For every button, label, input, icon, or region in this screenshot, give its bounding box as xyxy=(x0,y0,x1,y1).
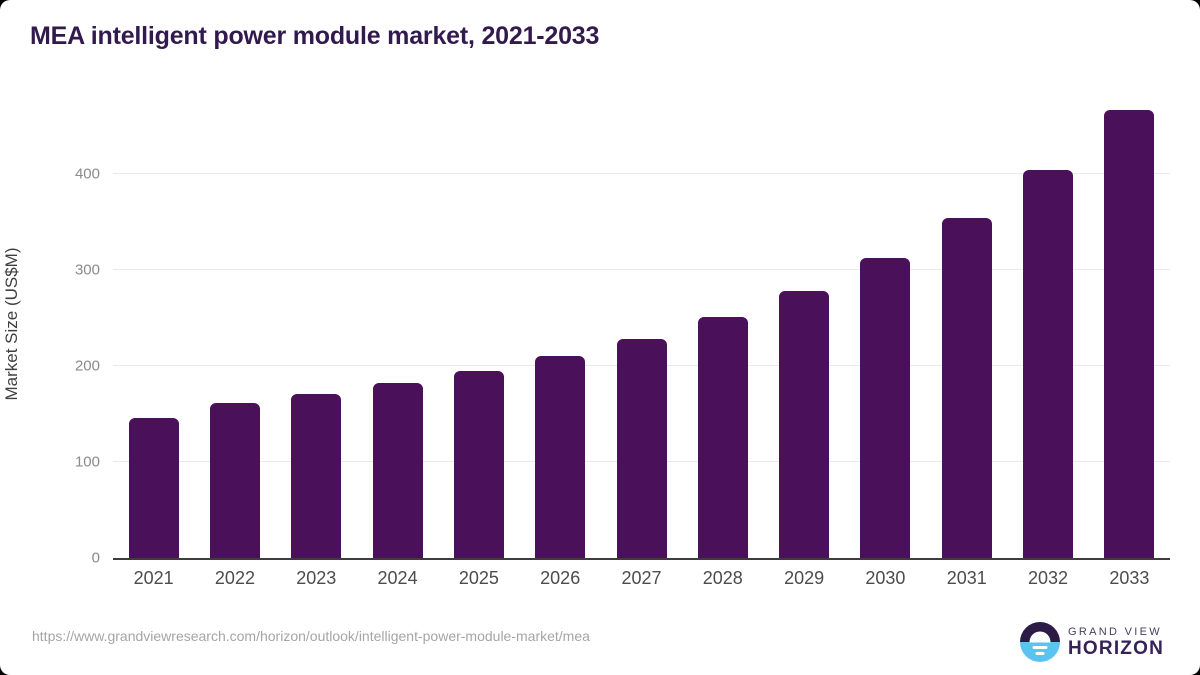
plot-area xyxy=(113,95,1170,560)
y-axis-tick-labels: 0 100 200 300 400 xyxy=(0,95,100,566)
x-tick-label-2022: 2022 xyxy=(214,568,255,588)
y-tick-label-200: 200 xyxy=(74,357,100,375)
x-tick-label-2028: 2028 xyxy=(702,568,743,588)
x-tick-label-2024: 2024 xyxy=(377,568,418,588)
bar-2028 xyxy=(697,316,748,558)
y-tick-label-400: 400 xyxy=(74,165,100,183)
bar-2023 xyxy=(291,393,342,558)
logo-reflection-line xyxy=(1032,646,1048,649)
y-tick-label-100: 100 xyxy=(74,453,100,471)
x-tick-label-2021: 2021 xyxy=(133,568,174,588)
bar-2021 xyxy=(128,417,179,558)
bar-2024 xyxy=(372,383,423,558)
bar-2026 xyxy=(535,356,586,558)
x-tick-label-2027: 2027 xyxy=(621,568,662,588)
x-tick-label-2031: 2031 xyxy=(946,568,987,588)
logo-reflection-line xyxy=(1035,652,1045,655)
chart-title: MEA intelligent power module market, 202… xyxy=(30,22,600,50)
gridline-400 xyxy=(113,172,1170,174)
x-tick-label-2023: 2023 xyxy=(296,568,337,588)
x-tick-label-2026: 2026 xyxy=(540,568,581,588)
source-url[interactable]: https://www.grandviewresearch.com/horizo… xyxy=(32,628,590,644)
x-tick-label-2025: 2025 xyxy=(458,568,499,588)
bar-2032 xyxy=(1023,169,1074,558)
logo-wordmark: GRAND VIEW HORIZON xyxy=(1068,626,1164,659)
logo-brand-name: GRAND VIEW xyxy=(1068,625,1162,638)
logo-sun xyxy=(1029,631,1051,642)
bar-2033 xyxy=(1104,110,1155,558)
grand-view-horizon-logo: GRAND VIEW HORIZON xyxy=(1020,621,1164,663)
x-axis-tick-labels: 2021 2022 2023 2024 2025 2026 2027 2028 2029 2030… xyxy=(113,568,1170,598)
y-tick-label-300: 300 xyxy=(74,261,100,279)
sunrise-logo-icon xyxy=(1020,622,1060,662)
bar-2029 xyxy=(779,290,830,558)
logo-product-name: HORIZON xyxy=(1068,637,1165,659)
x-tick-label-2030: 2030 xyxy=(865,568,906,588)
y-tick-label-0: 0 xyxy=(91,549,100,567)
x-tick-label-2029: 2029 xyxy=(784,568,825,588)
bar-2030 xyxy=(860,258,911,558)
bar-2031 xyxy=(941,217,992,558)
gridline-300 xyxy=(113,268,1170,270)
bar-2027 xyxy=(616,339,667,558)
x-tick-label-2032: 2032 xyxy=(1028,568,1069,588)
bar-2025 xyxy=(453,370,504,558)
bar-2022 xyxy=(209,403,260,558)
x-tick-label-2033: 2033 xyxy=(1109,568,1150,588)
